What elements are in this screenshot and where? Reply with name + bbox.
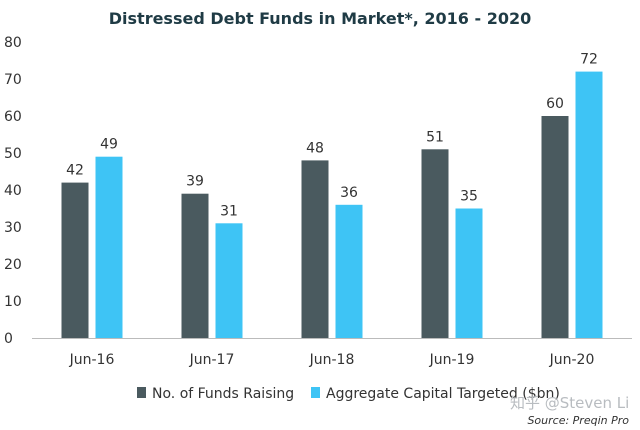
x-category-label: Jun-16: [69, 352, 115, 368]
legend-label: Aggregate Capital Targeted ($bn): [326, 386, 560, 402]
chart-title: Distressed Debt Funds in Market*, 2016 -…: [109, 9, 532, 28]
bar-capital-jun-17: [215, 223, 243, 338]
bar-capital-jun-16: [95, 156, 123, 338]
watermark: 知乎 @Steven Li: [510, 394, 629, 412]
bar-capital-jun-19: [455, 208, 483, 338]
bars: 42 49 39 31 48 36 51 35 60 72: [61, 52, 603, 338]
data-label: 42: [66, 163, 84, 179]
data-label: 72: [580, 52, 598, 68]
y-tick-label: 70: [4, 72, 22, 88]
data-label: 60: [546, 96, 564, 112]
y-tick-label: 40: [4, 183, 22, 199]
bar-funds-jun-16: [61, 182, 89, 338]
y-tick-label: 10: [4, 294, 22, 310]
y-tick-label: 50: [4, 146, 22, 162]
data-label: 31: [220, 203, 238, 219]
data-label: 49: [100, 137, 118, 153]
x-category-label: Jun-19: [429, 352, 475, 368]
x-axis-categories: Jun-16 Jun-17 Jun-18 Jun-19 Jun-20: [69, 352, 595, 368]
data-label: 48: [306, 140, 324, 156]
legend-label: No. of Funds Raising: [152, 386, 294, 402]
bar-funds-jun-20: [541, 116, 569, 338]
data-label: 39: [186, 174, 204, 190]
y-tick-label: 60: [4, 109, 22, 125]
data-label: 51: [426, 129, 444, 145]
x-category-label: Jun-18: [309, 352, 355, 368]
x-category-label: Jun-20: [549, 352, 595, 368]
source-note: Source: Preqin Pro: [527, 414, 629, 427]
y-tick-label: 20: [4, 257, 22, 273]
y-tick-label: 0: [4, 331, 13, 347]
y-tick-label: 30: [4, 220, 22, 236]
y-tick-label: 80: [4, 35, 22, 51]
bar-capital-jun-20: [575, 71, 603, 338]
legend-swatch: [311, 387, 320, 398]
bar-capital-jun-18: [335, 204, 363, 338]
legend-swatch: [137, 387, 146, 398]
bar-funds-jun-18: [301, 160, 329, 338]
data-label: 35: [460, 189, 478, 205]
y-axis-ticks: 0 10 20 30 40 50 60 70 80: [4, 35, 22, 347]
bar-funds-jun-17: [181, 193, 209, 338]
data-label: 36: [340, 185, 358, 201]
x-category-label: Jun-17: [189, 352, 235, 368]
bar-funds-jun-19: [421, 149, 449, 338]
legend: No. of Funds Raising Aggregate Capital Ta…: [137, 386, 560, 402]
